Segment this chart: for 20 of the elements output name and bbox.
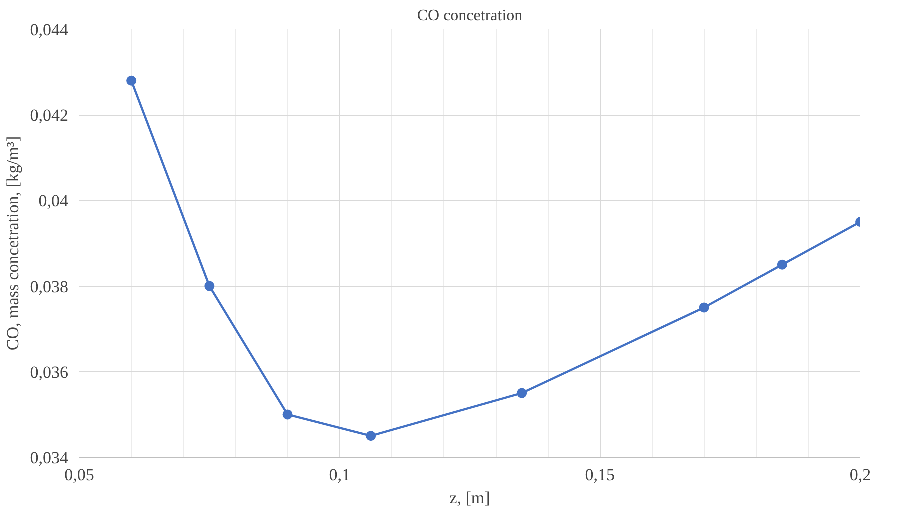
y-axis-title: CO, mass concetration, [kg/m³] — [3, 136, 22, 351]
y-tick-label: 0,038 — [30, 277, 68, 296]
x-tick-label: 0,15 — [585, 466, 616, 484]
y-tick-label: 0,036 — [30, 362, 68, 382]
point — [777, 260, 788, 270]
x-tick-label: 0,05 — [64, 466, 94, 484]
y-tick-label: 0,034 — [30, 448, 69, 468]
y-tick-label: 0,044 — [30, 20, 69, 40]
point — [282, 410, 293, 420]
x-axis-title: z, [m] — [450, 488, 490, 508]
point — [699, 302, 710, 313]
point — [517, 388, 528, 398]
chart-title: CO concetration — [417, 8, 523, 24]
point — [366, 431, 376, 442]
x-tick-label: 0,1 — [329, 466, 350, 484]
y-tick-label: 0,04 — [38, 192, 69, 211]
point — [126, 76, 137, 86]
y-tick-label: 0,042 — [30, 106, 68, 126]
x-tick-label: 0,2 — [850, 466, 872, 484]
point — [204, 281, 215, 292]
